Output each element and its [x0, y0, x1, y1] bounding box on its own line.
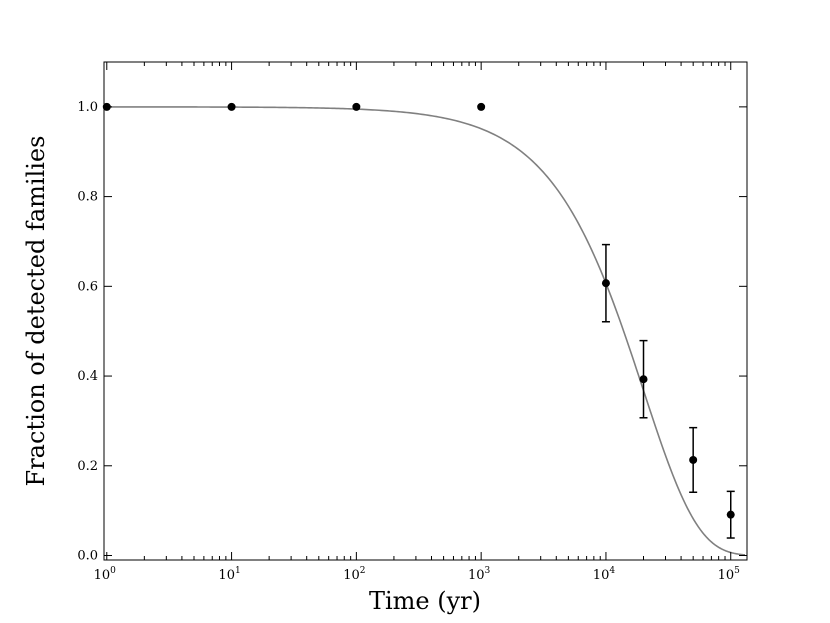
x-tick-label-2: 102 — [343, 566, 365, 583]
fit-curve — [106, 106, 746, 556]
x-axis-title: Time (yr) — [369, 587, 481, 615]
error-bars-layer — [601, 243, 735, 539]
tick-labels-layer: 100 101 102 103 104 105 0.0 0.2 0.4 0.6 0.8 1.0 — [77, 100, 740, 583]
fit-curve-layer — [106, 106, 746, 556]
data-point-3 — [477, 102, 486, 111]
y-tick-label-0: 0.0 — [77, 549, 98, 564]
y-tick-label-1: 0.2 — [77, 459, 98, 474]
data-point-4 — [601, 279, 610, 288]
data-point-5 — [639, 375, 648, 384]
plot-frame — [103, 61, 748, 561]
x-tick-label-3: 103 — [468, 566, 491, 583]
y-tick-label-4: 0.8 — [77, 190, 98, 205]
x-tick-label-1: 101 — [218, 566, 240, 583]
data-point-7 — [726, 510, 735, 519]
y-tick-label-5: 1.0 — [77, 100, 98, 115]
x-tick-label-0: 100 — [94, 566, 117, 583]
data-point-1 — [227, 102, 236, 111]
x-tick-label-5: 105 — [718, 566, 741, 583]
ticks-layer — [104, 62, 747, 560]
y-tick-label-3: 0.6 — [77, 279, 98, 294]
data-point-2 — [352, 102, 361, 111]
data-point-6 — [689, 455, 698, 464]
y-tick-label-2: 0.4 — [77, 369, 98, 384]
y-axis-title: Fraction of detected families — [22, 136, 50, 487]
data-points-layer — [102, 102, 735, 519]
x-tick-label-4: 104 — [593, 566, 616, 583]
